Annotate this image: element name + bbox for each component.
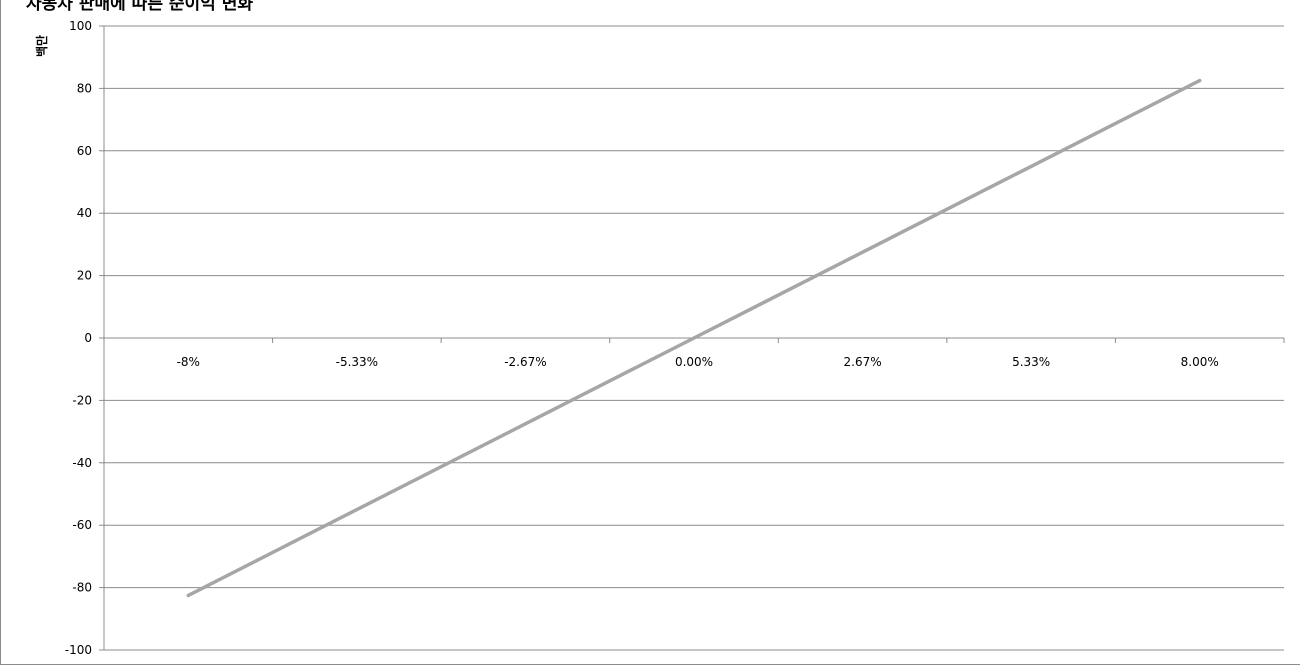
data-point (186, 593, 190, 598)
y-tick-label: 60 (77, 144, 92, 158)
x-axis: -8% -5.33% -2.67% 0.00% 2.67% 5.33% 8.00% (103, 337, 1285, 369)
x-tick-label: 5.33% (1012, 355, 1050, 369)
y-tick-label: -60 (72, 518, 92, 532)
y-axis: 100 80 60 40 20 0 -20 -40 -60 -80 -100 (65, 19, 105, 657)
data-point (355, 508, 359, 512)
y-tick-label: -100 (65, 643, 92, 657)
y-tick-label: 40 (77, 206, 92, 220)
y-tick-label: 0 (84, 331, 92, 345)
x-tick-label: -5.33% (336, 355, 378, 369)
y-tick-label: -40 (72, 456, 92, 470)
x-tick-label: -8% (177, 355, 200, 369)
gridlines (104, 25, 1284, 651)
y-tick-label: 100 (69, 19, 92, 33)
data-point (692, 336, 696, 340)
y-axis-label: 백만 (34, 35, 49, 57)
y-tick-label: 80 (77, 81, 92, 95)
x-tick-label: 0.00% (675, 355, 713, 369)
data-point (1198, 79, 1202, 83)
series-group (186, 78, 1202, 598)
chart-title: 자동차 판매에 따른 순이익 변화 (26, 0, 253, 14)
y-tick-label: -80 (72, 581, 92, 595)
x-tick-label: 2.67% (844, 355, 882, 369)
data-point (1029, 164, 1033, 168)
x-tick-label: 8.00% (1181, 355, 1219, 369)
y-tick-label: -20 (72, 393, 92, 407)
y-tick-label: 20 (77, 269, 92, 283)
x-tick-label: -2.67% (504, 355, 546, 369)
data-point (860, 250, 865, 254)
data-point (523, 422, 528, 426)
